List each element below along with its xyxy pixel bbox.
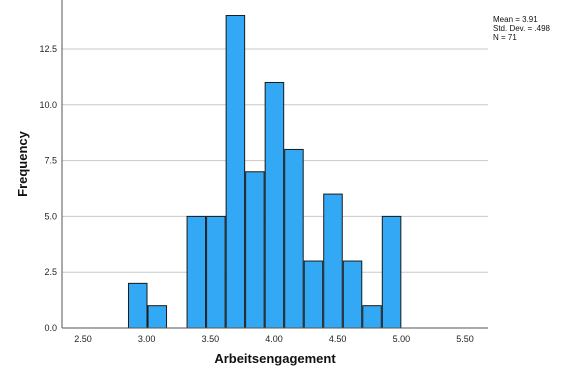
histogram-bar	[187, 216, 206, 328]
histogram-bar	[265, 82, 284, 328]
x-tick-labels: 2.50 3.00 3.50 4.00 4.50 5.00 5.50	[74, 334, 474, 344]
stats-mean: Mean = 3.91	[493, 15, 538, 24]
y-tick-label: 12.5	[39, 44, 57, 54]
histogram-bar	[363, 306, 382, 328]
histogram-bar	[128, 283, 147, 328]
y-tick-label: 2.5	[44, 267, 57, 277]
x-tick-label: 5.50	[456, 334, 474, 344]
stats-box: Mean = 3.91 Std. Dev. = .498 N = 71	[493, 15, 551, 42]
y-axis-title: Frequency	[15, 130, 30, 197]
y-tick-labels: 0.0 2.5 5.0 7.5 10.0 12.5	[39, 44, 57, 333]
histogram-bar	[382, 216, 401, 328]
y-tick-label: 7.5	[44, 156, 57, 166]
histogram-bar	[207, 216, 226, 328]
x-tick-label: 4.50	[329, 334, 347, 344]
stats-n: N = 71	[493, 33, 517, 42]
x-tick-label: 3.00	[138, 334, 156, 344]
histogram-bar	[343, 261, 362, 328]
x-tick-label: 2.50	[74, 334, 92, 344]
x-tick-label: 4.00	[265, 334, 283, 344]
histogram-bar	[148, 306, 167, 328]
histogram-bar	[304, 261, 323, 328]
histogram-bar	[285, 149, 304, 328]
x-tick-label: 3.50	[202, 334, 220, 344]
histogram-bars	[128, 16, 400, 328]
y-tick-label: 10.0	[39, 100, 57, 110]
stats-std-dev: Std. Dev. = .498	[493, 24, 551, 33]
histogram-bar	[324, 194, 343, 328]
x-axis-title: Arbeitsengagement	[214, 351, 336, 366]
y-tick-label: 0.0	[44, 323, 57, 333]
x-tick-label: 5.00	[393, 334, 411, 344]
histogram-bar	[246, 172, 265, 328]
y-tick-label: 5.0	[44, 211, 57, 221]
histogram-bar	[226, 16, 245, 328]
